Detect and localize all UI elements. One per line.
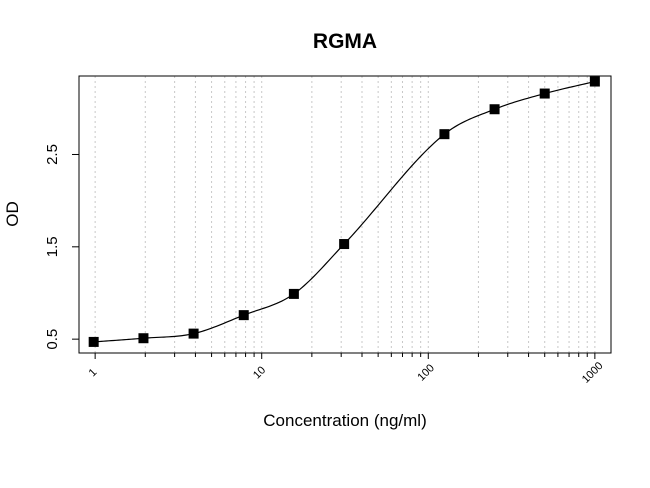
x-axis: 1 10 100 1000 xyxy=(87,353,606,386)
x-tick-label: 1 xyxy=(87,366,100,379)
x-tick-label: 10 xyxy=(251,364,268,381)
y-tick-label: 2.5 xyxy=(44,144,61,165)
data-point xyxy=(288,288,299,299)
chart-title: RGMA xyxy=(313,30,377,53)
y-axis: 0.5 1.5 2.5 xyxy=(44,144,79,350)
grid xyxy=(94,76,596,353)
y-axis-label: OD xyxy=(3,201,22,227)
data-point xyxy=(88,336,99,347)
x-tick-label: 100 xyxy=(415,362,436,383)
data-point xyxy=(439,129,450,140)
plot-frame xyxy=(78,75,612,354)
data-point xyxy=(339,239,350,250)
data-point xyxy=(489,104,500,115)
data-point xyxy=(589,76,600,87)
y-tick-label: 0.5 xyxy=(44,329,61,350)
fit-curve xyxy=(93,80,595,343)
data-point xyxy=(138,333,149,344)
x-axis-label: Concentration (ng/ml) xyxy=(263,411,426,430)
y-tick-label: 1.5 xyxy=(44,236,61,257)
data-point xyxy=(188,328,199,339)
x-tick-label: 1000 xyxy=(580,360,606,386)
data-points xyxy=(88,76,600,347)
data-point xyxy=(238,310,249,321)
data-point xyxy=(539,88,550,99)
